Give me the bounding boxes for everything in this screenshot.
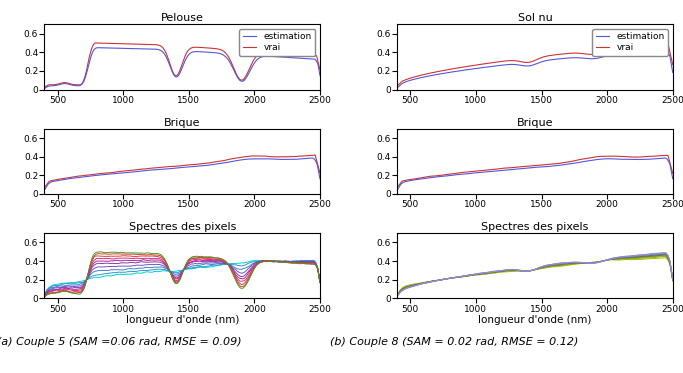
Title: Spectres des pixels: Spectres des pixels: [482, 222, 589, 232]
Title: Sol nu: Sol nu: [518, 13, 553, 23]
Text: (b) Couple 8 (SAM = 0.02 rad, RMSE = 0.12): (b) Couple 8 (SAM = 0.02 rad, RMSE = 0.1…: [330, 337, 579, 347]
Title: Spectres des pixels: Spectres des pixels: [128, 222, 236, 232]
Legend: estimation, vrai: estimation, vrai: [592, 29, 668, 56]
Title: Pelouse: Pelouse: [161, 13, 204, 23]
Title: Brique: Brique: [517, 118, 553, 128]
Legend: estimation, vrai: estimation, vrai: [239, 29, 316, 56]
X-axis label: longueur d'onde (nm): longueur d'onde (nm): [126, 315, 239, 325]
Title: Brique: Brique: [164, 118, 200, 128]
X-axis label: longueur d'onde (nm): longueur d'onde (nm): [478, 315, 591, 325]
Text: (a) Couple 5 (SAM =0.06 rad, RMSE = 0.09): (a) Couple 5 (SAM =0.06 rad, RMSE = 0.09…: [0, 337, 242, 347]
